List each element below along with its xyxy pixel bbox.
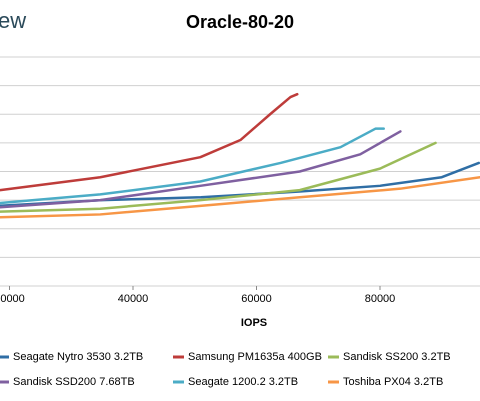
legend-label: Sandisk SSD200 7.68TB: [13, 376, 135, 388]
legend-label: Seagate 1200.2 3.2TB: [188, 376, 298, 388]
series-line: [0, 92, 299, 192]
series-line: [0, 130, 402, 209]
legend-label: Samsung PM1635a 400GB: [188, 351, 322, 363]
legend-label: Toshiba PX04 3.2TB: [343, 376, 443, 388]
series-line: [0, 127, 385, 205]
logo-text: ew: [0, 8, 26, 33]
chart-title: Oracle-80-20: [186, 12, 294, 32]
x-tick-label: 40000: [118, 293, 149, 305]
x-axis-label: IOPS: [241, 317, 267, 329]
x-tick-label: 80000: [365, 293, 396, 305]
legend-label: Sandisk SS200 3.2TB: [343, 351, 451, 363]
series-line: [0, 141, 437, 213]
x-tick-label: 20000: [0, 293, 25, 305]
x-tick-label: 60000: [241, 293, 272, 305]
legend-label: Seagate Nytro 3530 3.2TB: [13, 351, 143, 363]
series-line: [0, 175, 480, 219]
